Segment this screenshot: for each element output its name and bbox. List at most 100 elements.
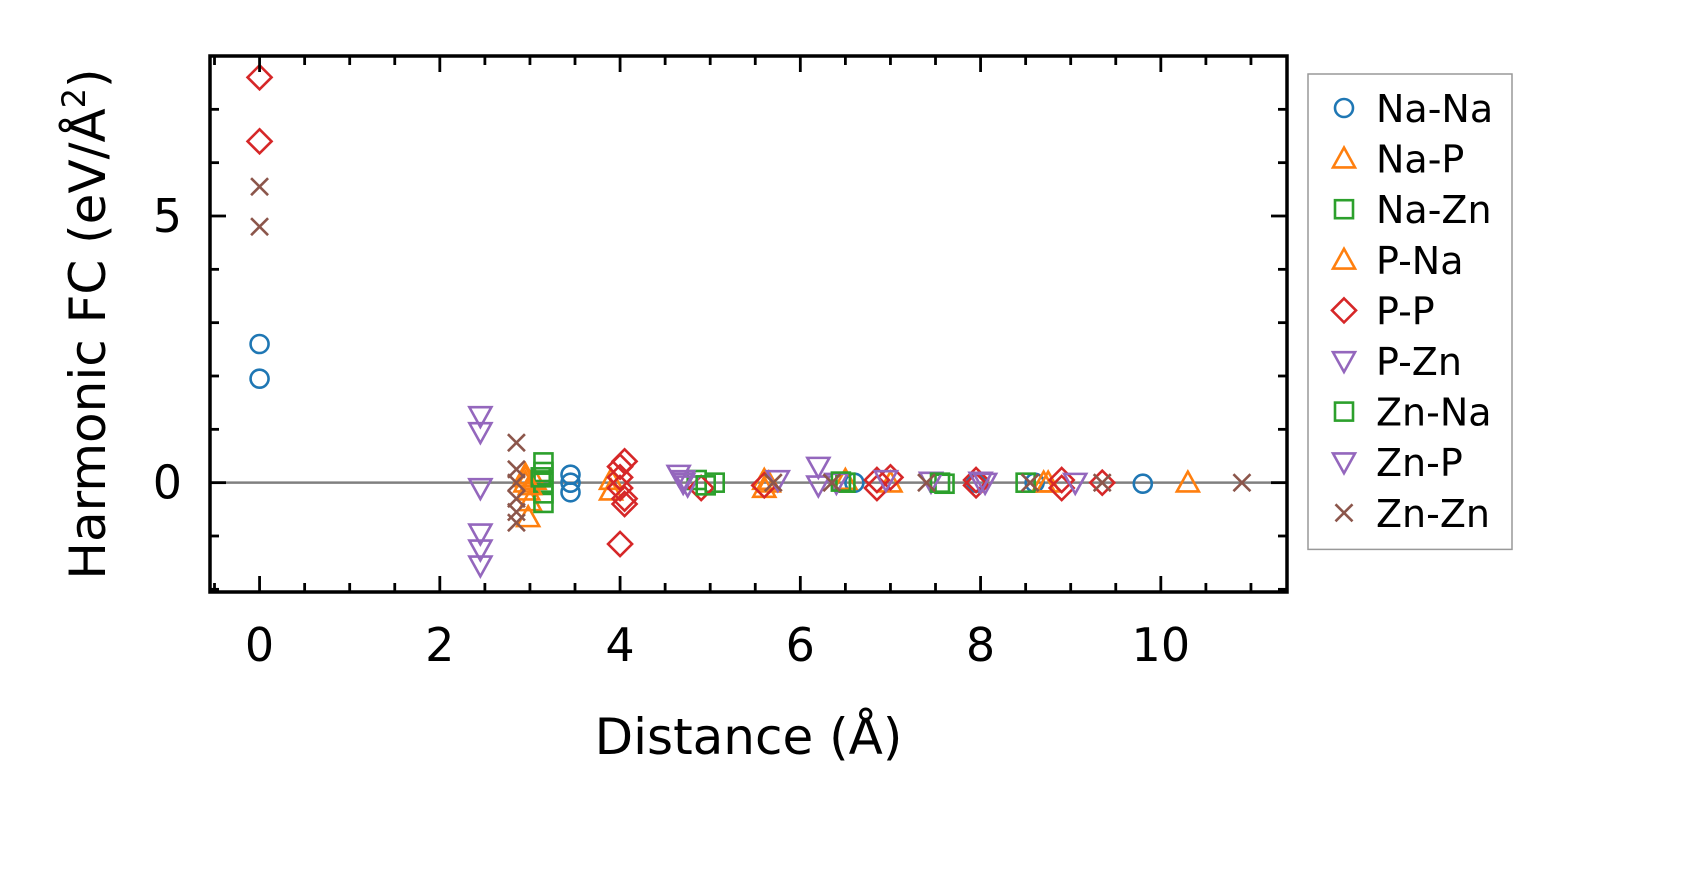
data-point (467, 477, 494, 502)
legend-label: P-Na (1376, 239, 1464, 283)
data-point (1132, 473, 1154, 495)
x-tick-label: 10 (1132, 618, 1191, 672)
data-point-stroke (507, 513, 526, 533)
data-point (516, 471, 544, 496)
x-tick-label: 8 (966, 618, 995, 672)
data-point (250, 217, 269, 237)
data-point (1034, 468, 1062, 493)
data-point (863, 466, 891, 494)
data-point (560, 481, 581, 503)
data-point (805, 456, 832, 481)
legend-label: Zn-Na (1376, 391, 1492, 435)
data-point (606, 474, 634, 502)
axis-ticks (210, 54, 1287, 592)
legend-label: P-Zn (1376, 340, 1462, 384)
y-axis-label: Harmonic FC (eV/Å2) (55, 68, 117, 579)
data-point (674, 475, 701, 500)
series-zn-p (669, 469, 994, 497)
data-point (467, 421, 494, 446)
data-point-stroke (507, 473, 526, 493)
data-point (610, 490, 639, 518)
data-point (507, 513, 526, 533)
legend-label: Na-P (1376, 138, 1464, 182)
data-point (530, 467, 552, 488)
data-point (597, 476, 625, 501)
legend-item: Na-Na (1333, 87, 1493, 131)
data-point-stroke (1020, 473, 1040, 493)
y-tick-label: 0 (153, 456, 182, 510)
data-point (917, 473, 936, 493)
data-point (763, 473, 783, 493)
data-point-stroke (1092, 473, 1112, 493)
data-point (507, 473, 526, 493)
x-tick-label: 4 (605, 618, 634, 672)
data-point-stroke (822, 473, 842, 493)
data-point-stroke (1232, 473, 1252, 493)
data-point (872, 469, 900, 494)
data-point (1015, 472, 1036, 493)
data-point (822, 473, 842, 493)
legend-label: Zn-Zn (1376, 492, 1490, 536)
legend-marker-stroke (1334, 503, 1354, 523)
y-tick-label: 5 (153, 189, 182, 243)
legend-marker (1330, 296, 1358, 325)
data-point (1061, 472, 1089, 497)
data-point (507, 459, 526, 479)
data-point (877, 468, 904, 493)
legend-item: P-P (1330, 289, 1435, 333)
data-point (669, 472, 697, 497)
data-point (507, 433, 526, 453)
data-point (467, 539, 494, 564)
legend-label: Zn-P (1376, 441, 1463, 485)
legend-marker (1330, 350, 1358, 375)
data-point-stroke (507, 459, 526, 479)
legend-marker (1333, 401, 1355, 422)
data-point (560, 472, 581, 493)
data-point (610, 484, 639, 513)
legend-marker (1330, 452, 1358, 476)
data-point (606, 452, 634, 481)
x-tick-label: 2 (425, 618, 454, 672)
data-point (467, 405, 494, 430)
data-point (245, 63, 274, 92)
legend-item: Zn-Na (1333, 391, 1492, 435)
data-point (962, 466, 990, 494)
legend-item: P-Na (1330, 239, 1464, 283)
data-point (805, 475, 832, 500)
data-point (1232, 473, 1252, 493)
data-point (249, 333, 270, 355)
x-tick-label: 0 (245, 618, 274, 672)
data-point-stroke (250, 217, 269, 237)
data-point (1174, 468, 1202, 493)
data-point (507, 489, 526, 509)
series-zn-zn (250, 177, 1252, 533)
data-point-stroke (250, 177, 269, 197)
data-point (695, 475, 716, 496)
legend-item: P-Zn (1330, 340, 1462, 384)
data-markers (245, 63, 1252, 580)
data-point (249, 368, 270, 389)
data-point (876, 463, 905, 492)
legend: Na-Na Na-P Na-Zn P-Na P-P P-Zn Zn-Na Zn-P Zn-Zn (1307, 73, 1513, 551)
axes-frame (208, 54, 1289, 594)
data-point (962, 471, 990, 500)
legend-item: Zn-P (1330, 441, 1463, 485)
legend-item: Na-Zn (1333, 188, 1492, 232)
data-point (929, 472, 951, 493)
legend-marker (1334, 503, 1354, 523)
legend-label: Na-Zn (1376, 188, 1492, 232)
legend-marker (1330, 246, 1358, 270)
series-p-p (245, 63, 1117, 558)
legend-marker (1333, 97, 1355, 119)
y-axis-label-close: ) (59, 68, 117, 88)
legend-label: P-P (1376, 289, 1435, 333)
data-point-stroke (917, 473, 936, 493)
y-axis-label-main: Harmonic FC (eV/Å (59, 108, 117, 579)
x-axis-label: Distance (Å) (595, 708, 903, 766)
data-point (533, 461, 554, 483)
y-axis-label-superscript: 2 (55, 88, 93, 108)
data-point (250, 177, 269, 197)
x-tick-label: 6 (786, 618, 815, 672)
data-point-stroke (763, 473, 783, 493)
